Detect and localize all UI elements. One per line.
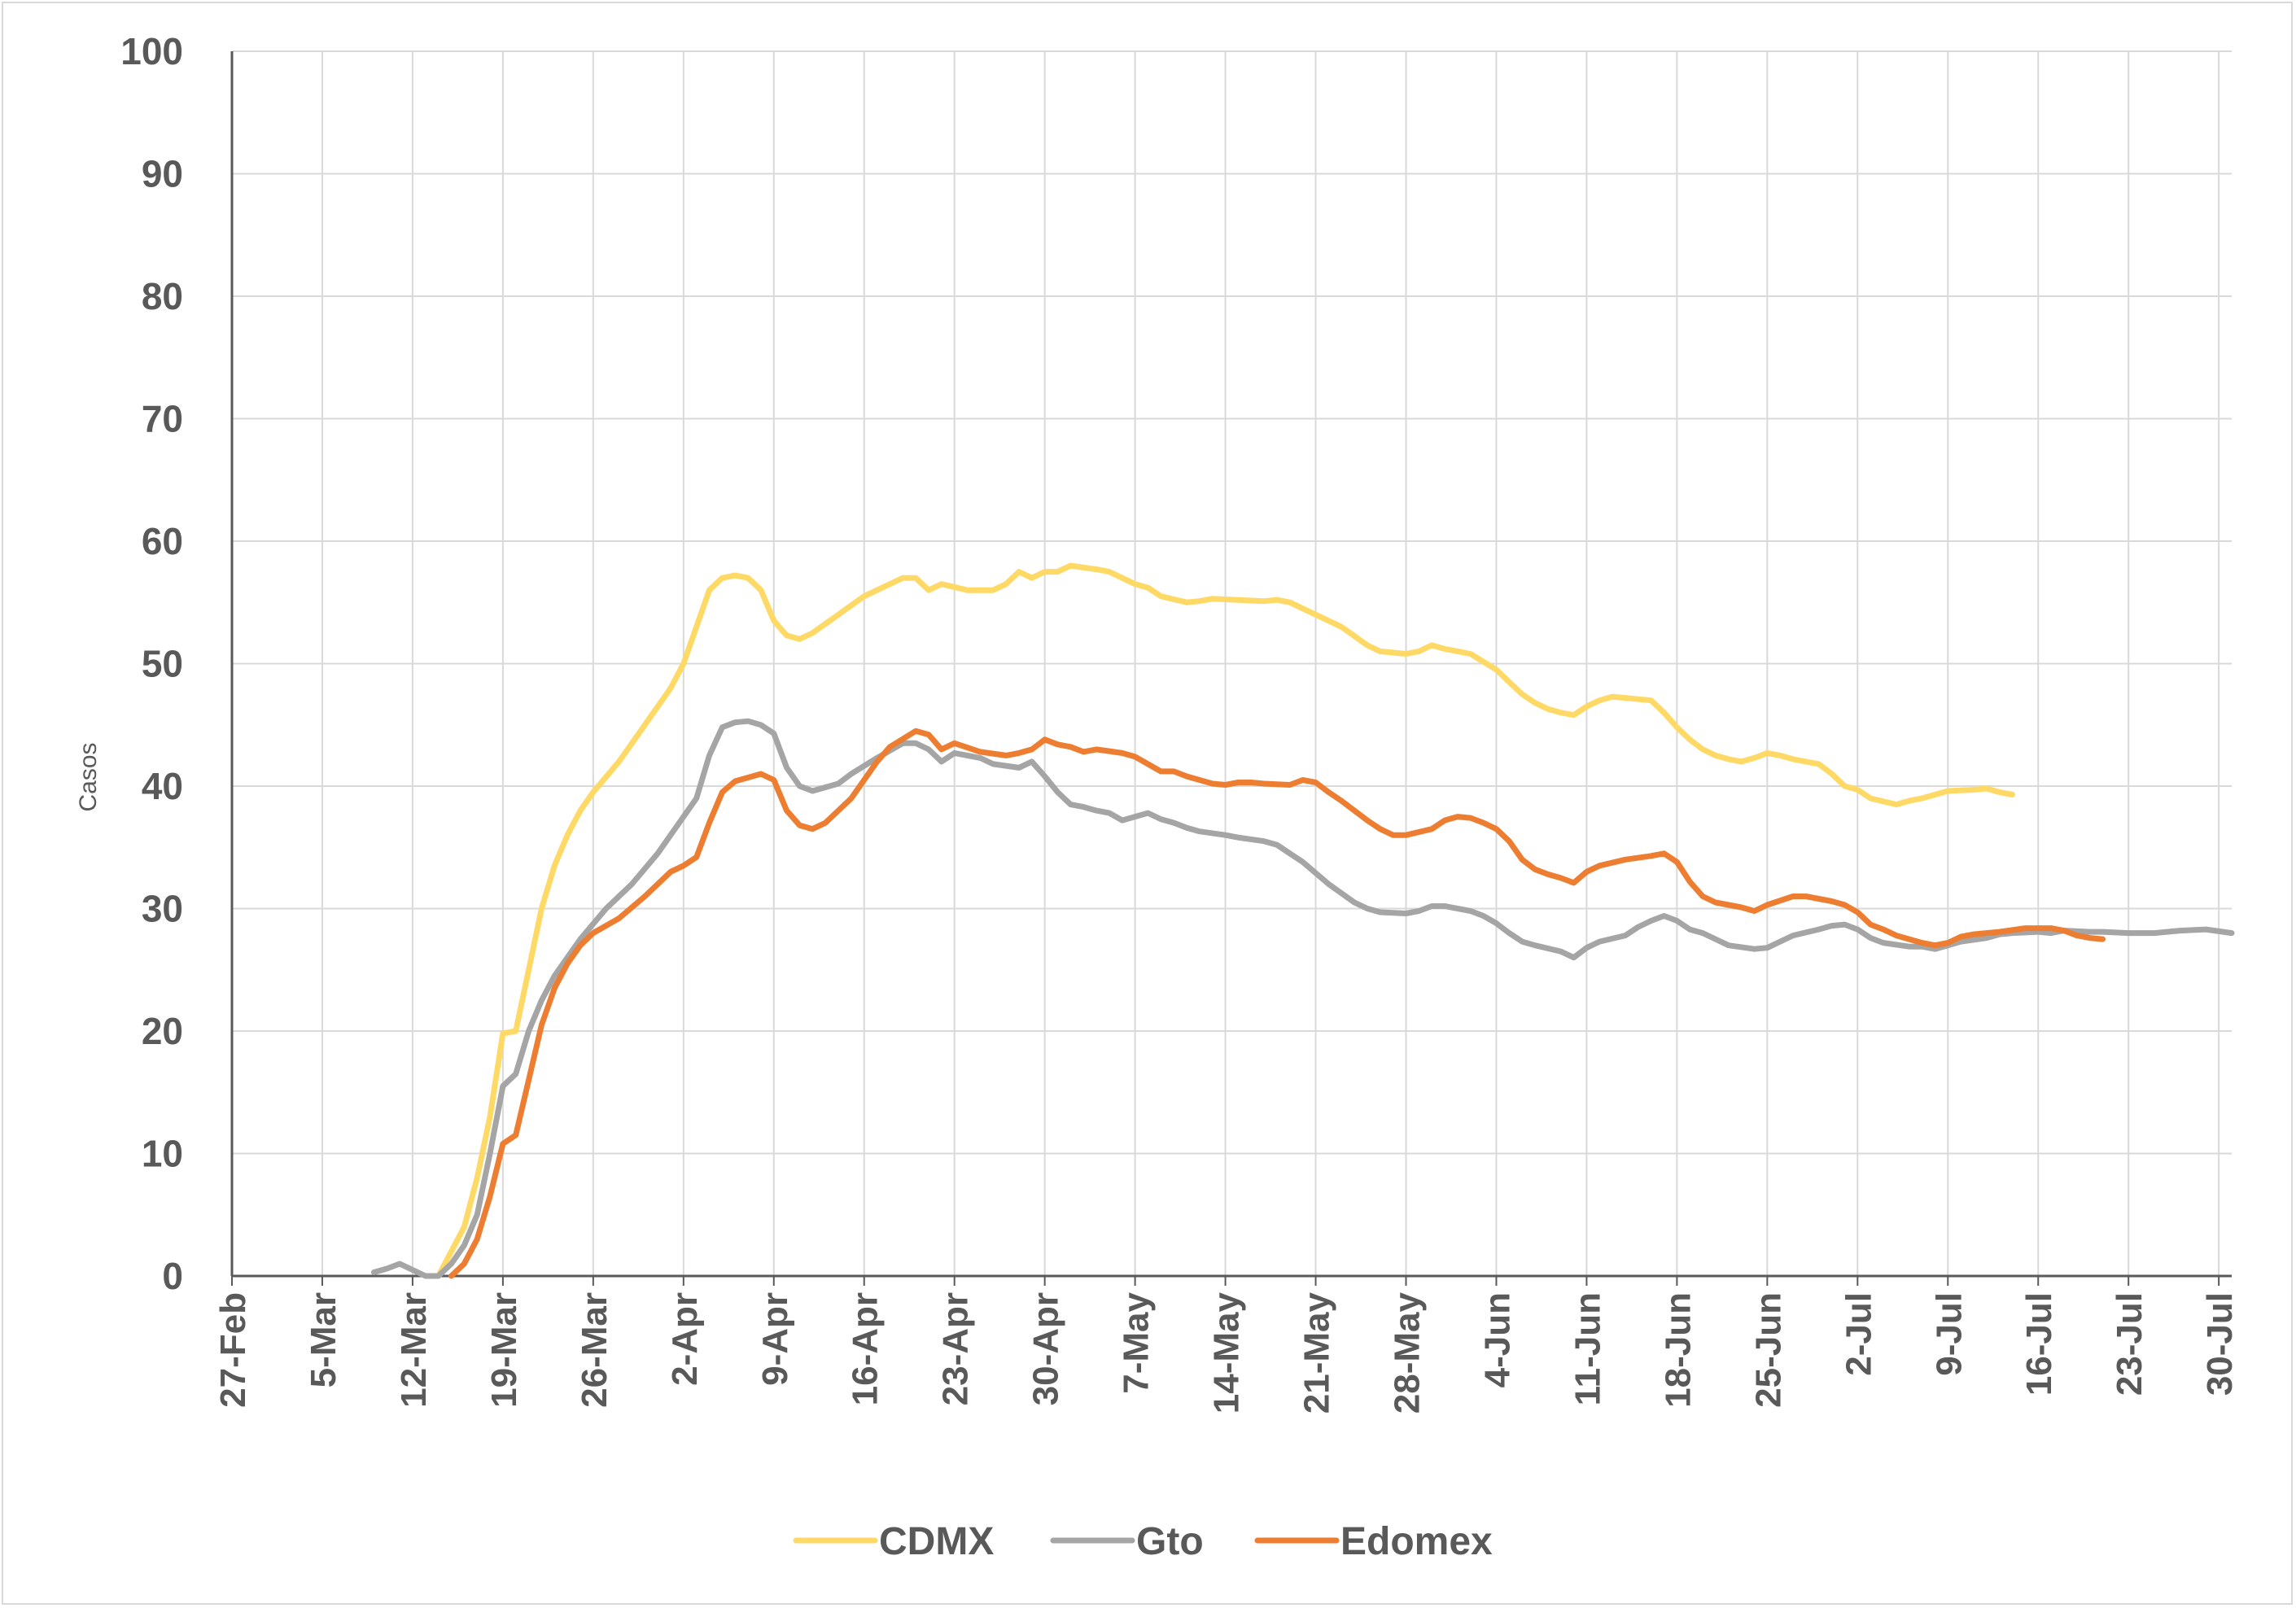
x-tick-label: 11-Jun: [1568, 1292, 1607, 1405]
x-tick-label: 23-Jul: [2110, 1292, 2149, 1396]
x-tick-label: 26-Mar: [575, 1292, 614, 1408]
x-tick-label: 16-Jul: [2019, 1292, 2059, 1396]
y-tick-label: 90: [142, 153, 183, 195]
x-tick-label: 18-Jun: [1658, 1292, 1698, 1408]
x-tick-label: 4-Jun: [1477, 1292, 1517, 1387]
y-tick-label: 10: [142, 1133, 183, 1175]
legend: CDMX Gto Edomex: [793, 1520, 1493, 1563]
y-tick-label: 80: [142, 275, 183, 317]
x-tick-label: 23-Apr: [936, 1292, 976, 1405]
x-tick-label: 2-Jul: [1839, 1292, 1878, 1376]
x-tick-label: 5-Mar: [304, 1292, 343, 1387]
x-tick-label: 21-May: [1297, 1291, 1337, 1414]
y-tick-label: 70: [142, 398, 183, 440]
x-tick-label: 16-Apr: [846, 1292, 886, 1405]
x-tick-label: 25-Jun: [1748, 1292, 1788, 1408]
axes: [230, 51, 2232, 1286]
x-tick-label: 2-Apr: [665, 1292, 705, 1386]
series-line-gto: [370, 718, 2235, 1279]
x-tick-label: 27-Feb: [213, 1292, 253, 1408]
legend-label-edomex: Edomex: [1340, 1520, 1493, 1563]
y-axis-label: Casos: [75, 742, 102, 811]
x-tick-label: 28-May: [1387, 1291, 1427, 1414]
x-tick-label: 9-Apr: [755, 1292, 795, 1386]
series-line-edomex: [448, 728, 2106, 1279]
y-tick-label: 100: [120, 30, 183, 72]
x-tick-label: 30-Apr: [1026, 1292, 1066, 1405]
x-tick-labels: 27-Feb 5-Mar 12-Mar 19-Mar 26-Mar 2-Apr 9-Apr 1…: [213, 1291, 2240, 1414]
y-tick-label: 60: [142, 520, 183, 562]
x-tick-label: 7-May: [1117, 1291, 1157, 1393]
legend-label-gto: Gto: [1136, 1520, 1204, 1563]
x-tick-label: 19-Mar: [484, 1292, 524, 1408]
x-tick-label: 30-Jul: [2200, 1292, 2240, 1396]
gridlines: [231, 50, 2232, 1276]
y-tick-label: 50: [142, 643, 183, 685]
series-line-cdmx: [422, 562, 2015, 1279]
y-tick-label: 20: [142, 1010, 183, 1052]
y-tick-label: 30: [142, 888, 183, 930]
y-tick-labels: 0 10 20 30 40 50 60 70 80 90 100: [120, 30, 183, 1297]
legend-label-cdmx: CDMX: [879, 1520, 994, 1563]
y-tick-label: 40: [142, 765, 183, 807]
x-tick-label: 12-Mar: [394, 1292, 434, 1408]
x-tick-label: 9-Jul: [1929, 1292, 1969, 1376]
y-tick-label: 0: [162, 1255, 183, 1297]
x-tick-label: 14-May: [1207, 1291, 1247, 1414]
series-lines: [370, 562, 2235, 1279]
